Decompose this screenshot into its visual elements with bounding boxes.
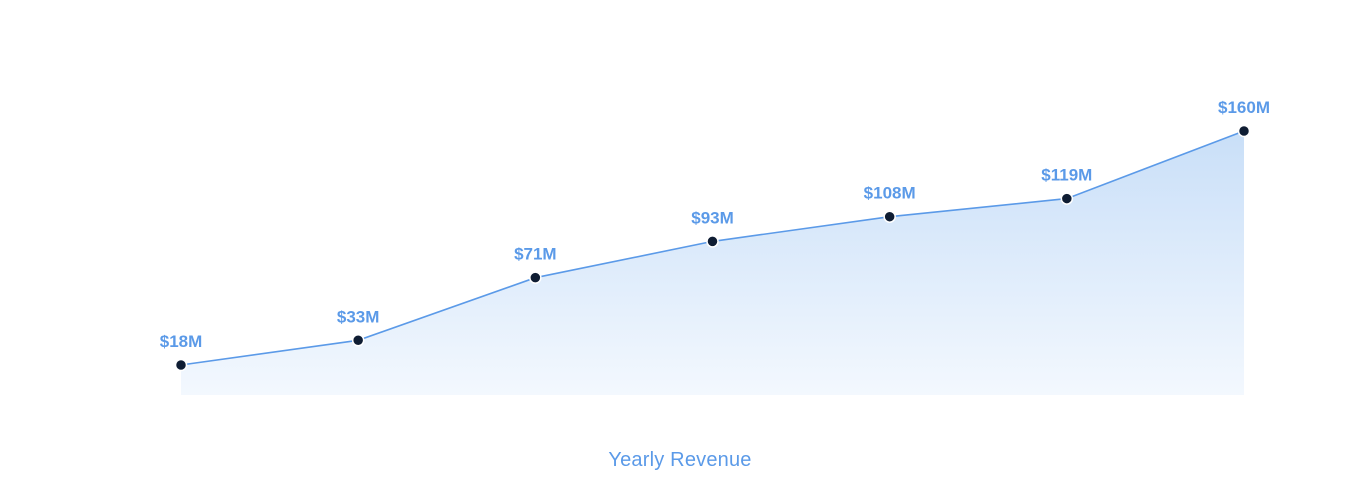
data-label: $108M bbox=[864, 184, 916, 203]
chart-title: Yearly Revenue bbox=[608, 449, 752, 471]
area-fill bbox=[181, 131, 1244, 395]
data-label: $160M bbox=[1218, 98, 1270, 117]
data-label: $18M bbox=[160, 332, 203, 351]
data-point bbox=[706, 235, 719, 248]
data-point bbox=[883, 210, 896, 223]
data-point bbox=[174, 358, 188, 372]
data-label: $33M bbox=[337, 307, 380, 326]
data-label: $93M bbox=[691, 208, 734, 227]
data-label: $119M bbox=[1041, 166, 1092, 185]
data-label: $71M bbox=[514, 245, 557, 264]
data-labels: $18M $33M $71M $93M $108M $119M $160M bbox=[160, 98, 1270, 351]
data-point bbox=[529, 271, 542, 284]
data-point bbox=[351, 334, 365, 347]
data-point bbox=[1237, 124, 1251, 138]
data-points bbox=[174, 124, 1251, 372]
data-point bbox=[1060, 192, 1074, 205]
